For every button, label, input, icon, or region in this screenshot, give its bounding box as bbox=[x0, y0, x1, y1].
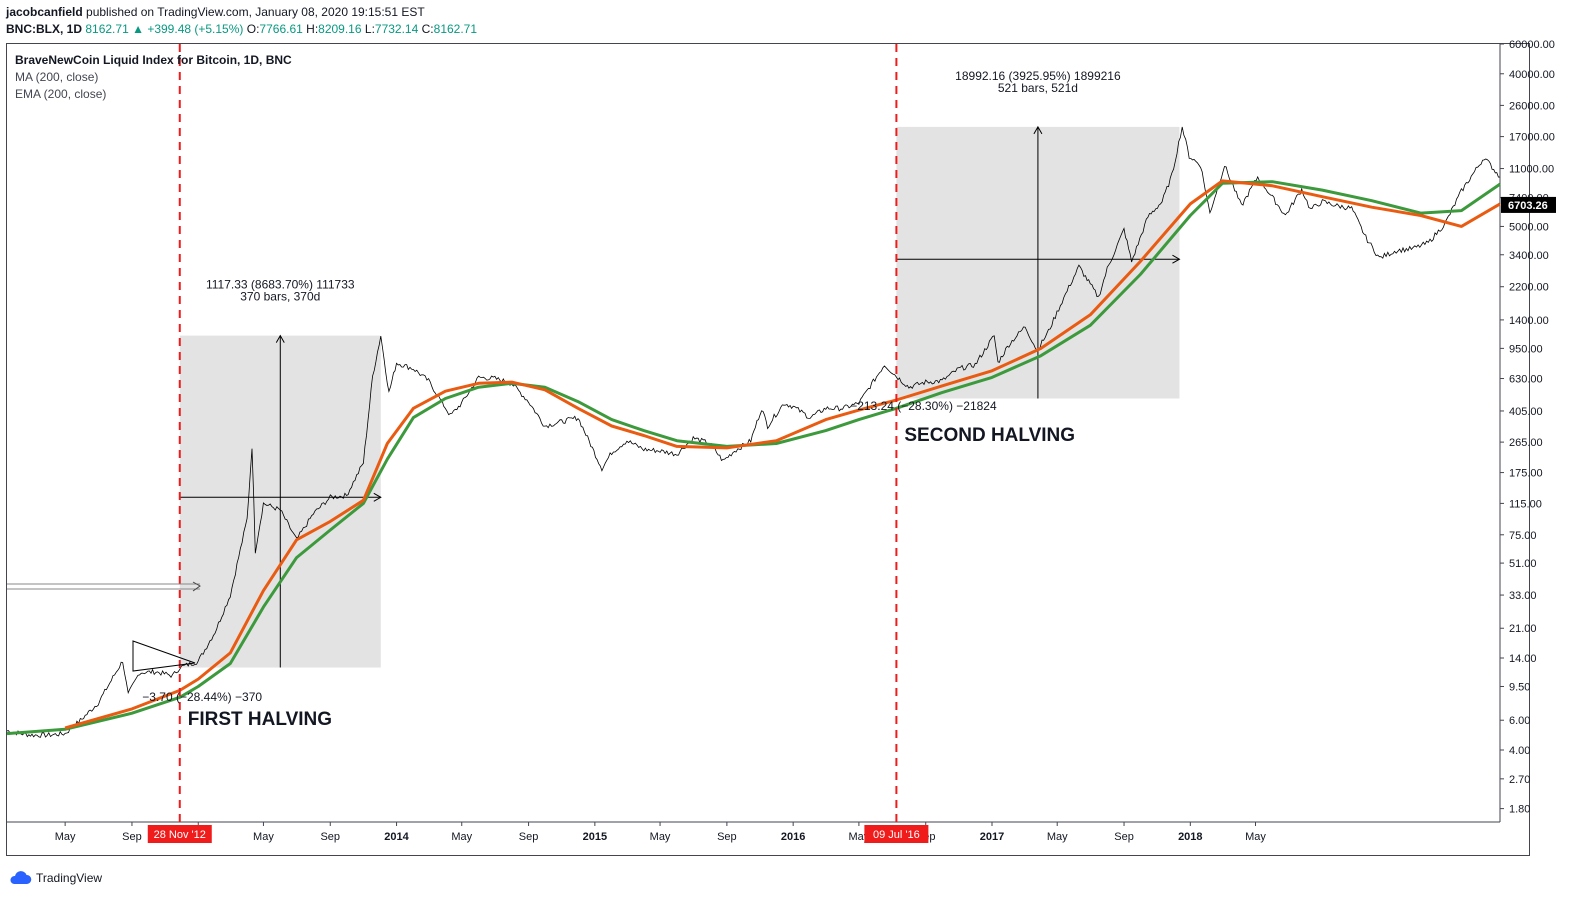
measure-label-change: 1117.33 (8683.70%) 111733 bbox=[206, 278, 355, 292]
x-tick-label: 2016 bbox=[781, 831, 805, 843]
low-label: L: bbox=[364, 22, 375, 36]
measure-label-change: 18992.16 (3925.95%) 1899216 bbox=[955, 69, 1121, 83]
x-tick-label: Sep bbox=[320, 831, 340, 843]
low-value: 7732.14 bbox=[374, 22, 419, 36]
arrow-up-icon bbox=[275, 334, 285, 343]
y-tick-label: 1.80 bbox=[1509, 804, 1530, 816]
price-range-annotation[interactable]: −213.24 (−28.30%) −21824 bbox=[850, 399, 997, 413]
y-tick-label: 405.00 bbox=[1509, 406, 1543, 418]
y-tick-label: 2.70 bbox=[1509, 774, 1530, 786]
y-tick-label: 175.00 bbox=[1509, 468, 1543, 480]
y-tick-label: 21.00 bbox=[1509, 623, 1537, 635]
chart-frame[interactable] bbox=[6, 43, 1530, 856]
measure-label-bars: 370 bars, 370d bbox=[240, 290, 320, 304]
cloud-icon bbox=[10, 871, 32, 884]
y-tick-label: 51.00 bbox=[1509, 558, 1537, 570]
last-value: 8162.71 bbox=[85, 22, 129, 36]
y-tick-label: 14.00 bbox=[1509, 653, 1537, 665]
y-tick-label: 265.00 bbox=[1509, 437, 1543, 449]
x-tick-label: Sep bbox=[717, 831, 737, 843]
y-tick-label: 630.00 bbox=[1509, 374, 1543, 386]
ma-200-line[interactable] bbox=[64, 179, 1501, 730]
triangle-drawing[interactable] bbox=[132, 640, 196, 672]
y-tick-label: 5000.00 bbox=[1509, 221, 1549, 233]
halving-title: SECOND HALVING bbox=[904, 425, 1075, 446]
y-tick-label: 1400.00 bbox=[1509, 315, 1549, 327]
arrow-right-icon bbox=[1172, 254, 1181, 264]
close-value: 8162.71 bbox=[433, 22, 478, 36]
legend-ma[interactable]: MA (200, close) bbox=[15, 70, 98, 84]
y-tick-label: 950.00 bbox=[1509, 343, 1543, 355]
x-tick-label: May bbox=[55, 831, 76, 843]
halving-date-badge bbox=[147, 825, 212, 843]
last-price-label: 6703.26 bbox=[1508, 200, 1548, 212]
y-tick-label: 26000.00 bbox=[1509, 100, 1555, 112]
x-tick-label: May bbox=[451, 831, 472, 843]
published-text: published on TradingView.com, January 08… bbox=[86, 5, 425, 19]
x-tick-label: 2018 bbox=[1178, 831, 1202, 843]
tradingview-brand[interactable]: TradingView bbox=[8, 871, 102, 885]
price-range-annotation[interactable]: −3.70 (−28.44%) −370 bbox=[142, 690, 262, 704]
last-price-badge bbox=[1501, 196, 1556, 213]
publish-info: jacobcanfield published on TradingView.c… bbox=[6, 5, 425, 19]
open-value: 7766.61 bbox=[259, 22, 303, 36]
symbol-label: BNC:BLX, 1D bbox=[6, 22, 83, 36]
y-tick-label: 75.00 bbox=[1509, 530, 1537, 542]
x-tick-label: May bbox=[1047, 831, 1068, 843]
x-tick-label: 2014 bbox=[384, 831, 409, 843]
legend-ema[interactable]: EMA (200, close) bbox=[15, 87, 106, 101]
halving-title: FIRST HALVING bbox=[188, 709, 332, 730]
y-tick-label: 4.00 bbox=[1509, 745, 1530, 757]
y-tick-label: 6.00 bbox=[1509, 715, 1530, 727]
author-name[interactable]: jacobcanfield bbox=[6, 5, 83, 19]
high-label: H: bbox=[306, 22, 319, 36]
x-tick-label: Sep bbox=[122, 831, 142, 843]
halving-date-label: 28 Nov '12 bbox=[154, 829, 206, 841]
y-tick-label: 17000.00 bbox=[1509, 132, 1555, 144]
measure-label-bars: 521 bars, 521d bbox=[998, 81, 1078, 95]
y-tick-label: 115.00 bbox=[1509, 498, 1542, 510]
y-tick-label: 11000.00 bbox=[1509, 164, 1554, 176]
y-tick-label: 40000.00 bbox=[1509, 69, 1555, 81]
y-tick-label: 3400.00 bbox=[1509, 250, 1549, 262]
x-tick-label: 2015 bbox=[583, 831, 607, 843]
brand-label: TradingView bbox=[36, 871, 103, 885]
triangle-up-icon: ▲ bbox=[132, 22, 144, 36]
y-tick-label: 2200.00 bbox=[1509, 282, 1549, 294]
symbol-info: BNC:BLX, 1D 8162.71 ▲ +399.48 (+5.15%) O… bbox=[6, 22, 477, 36]
high-value: 8209.16 bbox=[318, 22, 362, 36]
x-tick-label: May bbox=[253, 831, 274, 843]
change-value: +399.48 (+5.15%) bbox=[147, 22, 244, 36]
x-tick-label: May bbox=[1245, 831, 1266, 843]
price-series-line[interactable] bbox=[6, 126, 1501, 738]
ema-200-line[interactable] bbox=[6, 180, 1501, 736]
arrow-up-icon bbox=[1033, 125, 1043, 135]
x-tick-label: Sep bbox=[1114, 831, 1134, 843]
x-tick-label: 2017 bbox=[980, 831, 1004, 843]
legend-title: BraveNewCoin Liquid Index for Bitcoin, 1… bbox=[15, 53, 292, 67]
open-label: O: bbox=[246, 22, 260, 36]
halving-date-label: 09 Jul '16 bbox=[873, 829, 920, 841]
halving-date-badge bbox=[864, 825, 929, 843]
arrow-right-icon bbox=[192, 581, 201, 592]
x-tick-label: Sep bbox=[519, 831, 539, 843]
close-label: C: bbox=[421, 22, 434, 36]
y-tick-label: 33.00 bbox=[1509, 590, 1537, 602]
y-tick-label: 9.50 bbox=[1509, 681, 1530, 693]
x-tick-label: May bbox=[650, 831, 671, 843]
y-tick-label: 60000.00 bbox=[1509, 39, 1555, 51]
arrow-right-icon bbox=[373, 492, 382, 502]
